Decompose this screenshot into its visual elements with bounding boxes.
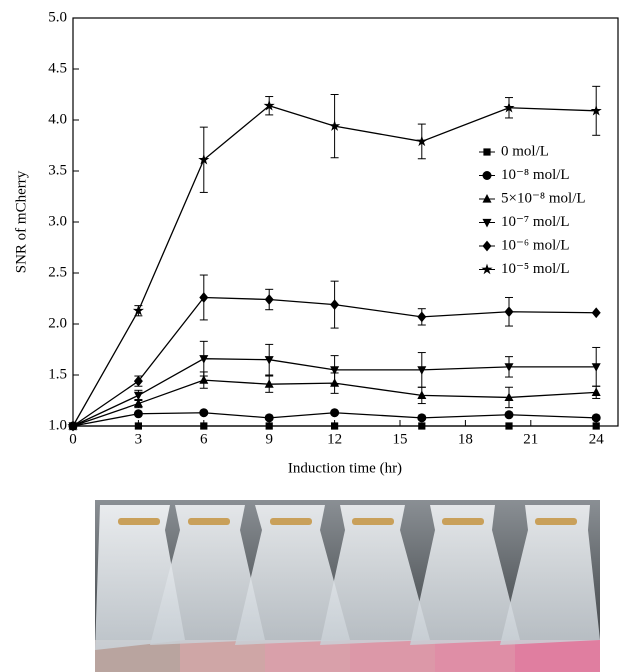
marker: [133, 409, 143, 419]
marker: [133, 398, 143, 408]
marker: [482, 218, 492, 228]
legend-label: 5×10⁻⁸ mol/L: [501, 190, 586, 206]
y-tick-label: 2.5: [48, 264, 67, 280]
marker: [505, 422, 513, 430]
legend-label: 10⁻⁵ mol/L: [501, 261, 570, 277]
series-line: [72, 412, 597, 427]
photo: [95, 500, 600, 672]
legend-label: 10⁻⁶ mol/L: [501, 237, 570, 253]
y-tick-label: 1.0: [48, 417, 67, 433]
marker: [263, 99, 275, 111]
marker: [482, 194, 492, 203]
marker: [504, 410, 514, 420]
legend-label: 10⁻⁷ mol/L: [501, 214, 570, 230]
marker: [417, 366, 427, 375]
marker: [592, 422, 600, 430]
y-tick-label: 4.0: [48, 111, 67, 127]
marker: [591, 307, 601, 319]
marker: [591, 387, 601, 396]
series-line: [72, 104, 597, 427]
flask-cover: [500, 505, 600, 645]
marker: [417, 413, 427, 423]
marker: [199, 408, 209, 418]
x-tick-label: 15: [393, 431, 408, 447]
marker: [200, 422, 208, 430]
marker: [264, 379, 274, 388]
marker: [329, 120, 341, 131]
liquid: [350, 640, 435, 672]
marker: [417, 390, 427, 399]
y-axis-label: SNR of mCherry: [13, 170, 29, 273]
x-tick-label: 0: [69, 431, 77, 447]
y-tick-label: 3.0: [48, 213, 67, 229]
x-tick-label: 9: [265, 431, 273, 447]
flask-cover: [235, 505, 350, 645]
marker: [199, 375, 209, 384]
marker: [481, 263, 493, 275]
series-line: [72, 358, 597, 427]
x-axis-label: Induction time (hr): [288, 460, 402, 476]
flask-cover: [150, 505, 265, 645]
series-line: [72, 379, 597, 427]
marker: [417, 311, 427, 323]
y-tick-label: 2.0: [48, 315, 67, 331]
y-tick-label: 5.0: [48, 9, 67, 25]
marker: [67, 420, 79, 431]
marker: [264, 294, 274, 305]
series: 10⁻⁵ mol/L: [67, 85, 602, 431]
x-tick-label: 24: [589, 431, 605, 447]
marker: [199, 355, 209, 364]
series: 10⁻⁶ mol/L: [68, 237, 601, 432]
marker: [199, 292, 209, 303]
legend-label: 10⁻⁸ mol/L: [501, 167, 570, 183]
y-tick-label: 4.5: [48, 60, 67, 76]
y-tick-label: 1.5: [48, 366, 67, 382]
marker: [418, 422, 426, 430]
series: 10⁻⁸ mol/L: [68, 167, 601, 431]
liquid: [265, 640, 350, 672]
x-tick-label: 21: [523, 431, 538, 447]
marker: [331, 422, 339, 430]
marker: [590, 104, 602, 116]
flask-cover: [410, 505, 520, 645]
marker: [483, 148, 491, 156]
marker: [591, 413, 601, 423]
marker: [504, 306, 514, 318]
marker: [134, 422, 142, 430]
marker: [133, 391, 143, 401]
rubber-bands: [118, 518, 577, 525]
y-tick-label: 3.5: [48, 162, 67, 178]
marker: [591, 363, 601, 372]
x-tick-label: 12: [327, 431, 342, 447]
marker: [330, 408, 340, 418]
marker: [133, 375, 143, 387]
marker: [330, 299, 340, 311]
series-line: [72, 296, 597, 427]
legend-label: 0 mol/L: [501, 143, 549, 159]
liquid: [515, 640, 600, 672]
marker: [265, 422, 273, 430]
x-tick-label: 18: [458, 431, 473, 447]
series: 10⁻⁷ mol/L: [68, 214, 601, 431]
x-tick-label: 6: [200, 431, 208, 447]
liquid: [180, 640, 265, 672]
marker: [264, 413, 274, 423]
marker: [504, 392, 514, 402]
liquid: [435, 640, 515, 672]
marker: [198, 153, 210, 165]
marker: [482, 240, 492, 252]
marker: [264, 356, 274, 365]
marker: [482, 171, 492, 180]
marker: [503, 101, 515, 113]
marker: [504, 363, 514, 372]
flask-cover: [320, 505, 430, 645]
marker: [416, 135, 428, 147]
marker: [132, 304, 144, 316]
marker: [330, 366, 340, 375]
chart: Induction time (hr) SNR of mCherry 1.0 1.…: [13, 9, 619, 476]
x-tick-label: 3: [135, 431, 143, 447]
